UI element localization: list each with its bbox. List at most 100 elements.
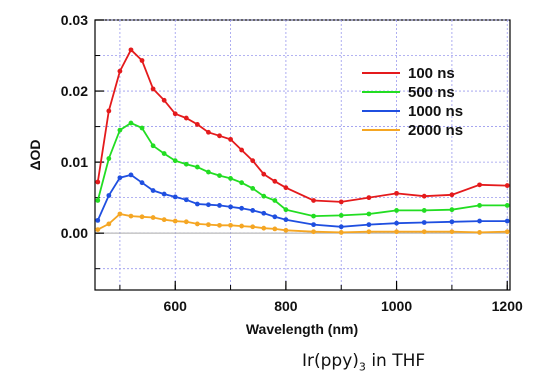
data-point bbox=[128, 47, 134, 53]
data-point bbox=[161, 97, 167, 103]
data-point bbox=[421, 208, 427, 213]
data-point bbox=[183, 115, 189, 121]
data-point bbox=[338, 199, 344, 205]
data-point bbox=[95, 198, 101, 203]
data-point bbox=[449, 192, 455, 198]
data-point bbox=[106, 108, 112, 114]
data-point bbox=[217, 222, 222, 228]
data-point bbox=[150, 86, 156, 92]
data-point bbox=[183, 219, 189, 225]
data-point bbox=[394, 229, 399, 235]
data-point bbox=[150, 215, 156, 220]
data-point bbox=[239, 223, 245, 229]
data-point bbox=[261, 171, 267, 177]
data-point bbox=[206, 222, 211, 228]
data-point bbox=[194, 221, 200, 227]
data-point bbox=[338, 212, 344, 218]
caption-suffix: in THF bbox=[365, 351, 426, 371]
data-point bbox=[95, 217, 101, 223]
data-point bbox=[421, 193, 427, 199]
data-point bbox=[311, 229, 316, 235]
y-tick-label: 0.02 bbox=[61, 83, 88, 99]
data-point bbox=[366, 229, 372, 235]
x-tick-label: 1000 bbox=[381, 298, 412, 314]
data-point bbox=[139, 180, 145, 186]
legend-label: 100 ns bbox=[408, 65, 455, 82]
data-point bbox=[117, 211, 123, 217]
data-point bbox=[128, 213, 134, 219]
data-point bbox=[172, 158, 178, 164]
data-point bbox=[106, 193, 112, 198]
series-100-ns bbox=[95, 47, 510, 205]
data-point bbox=[172, 111, 178, 117]
data-point bbox=[338, 230, 344, 235]
data-point bbox=[311, 213, 316, 219]
y-axis-label: ΔOD bbox=[27, 139, 43, 170]
data-point bbox=[139, 125, 145, 131]
x-tick-label: 600 bbox=[164, 298, 188, 314]
data-point bbox=[239, 180, 245, 186]
data-point bbox=[449, 219, 455, 225]
data-point bbox=[194, 164, 200, 170]
data-point bbox=[283, 217, 289, 223]
data-point bbox=[366, 222, 372, 228]
data-point bbox=[421, 229, 427, 235]
data-point bbox=[394, 220, 399, 226]
x-tick-label: 1200 bbox=[492, 298, 523, 314]
figure-caption: Ir(ppy)3 in THF bbox=[302, 351, 425, 373]
x-axis-label: Wavelength (nm) bbox=[246, 321, 358, 337]
data-point bbox=[250, 185, 256, 191]
data-point bbox=[272, 198, 278, 203]
data-point bbox=[206, 169, 211, 175]
data-point bbox=[261, 193, 267, 199]
data-point bbox=[250, 208, 256, 213]
data-point bbox=[206, 202, 211, 208]
data-point bbox=[477, 182, 482, 188]
data-point bbox=[272, 226, 278, 232]
data-point bbox=[449, 229, 455, 235]
data-point bbox=[172, 194, 178, 200]
data-series bbox=[95, 47, 510, 235]
y-tick-label: 0.00 bbox=[61, 225, 88, 241]
data-point bbox=[217, 203, 222, 208]
legend-label: 1000 ns bbox=[408, 103, 463, 120]
data-point bbox=[477, 203, 482, 208]
grid-lines bbox=[95, 19, 510, 290]
data-point bbox=[283, 227, 289, 233]
data-point bbox=[128, 120, 134, 126]
data-point bbox=[150, 143, 156, 149]
data-point bbox=[217, 173, 222, 179]
caption-subscript: 3 bbox=[358, 360, 366, 374]
legend-label: 2000 ns bbox=[408, 122, 463, 139]
data-point bbox=[128, 172, 134, 178]
data-point bbox=[504, 183, 510, 188]
data-point bbox=[161, 191, 167, 197]
series-1000-ns bbox=[95, 172, 510, 230]
series-2000-ns bbox=[95, 211, 510, 235]
x-tick-label: 800 bbox=[274, 298, 298, 314]
data-point bbox=[272, 178, 278, 184]
data-point bbox=[228, 176, 233, 181]
data-point bbox=[228, 136, 233, 142]
data-point bbox=[477, 230, 482, 235]
caption-prefix: Ir(ppy) bbox=[302, 351, 359, 371]
series-line bbox=[96, 121, 508, 218]
data-point bbox=[250, 158, 256, 164]
data-point bbox=[239, 205, 245, 211]
data-point bbox=[338, 224, 344, 230]
data-point bbox=[183, 197, 189, 203]
y-tick-label: 0.01 bbox=[61, 154, 88, 170]
data-point bbox=[139, 214, 145, 220]
data-point bbox=[394, 190, 399, 196]
data-point bbox=[394, 208, 399, 213]
data-point bbox=[449, 207, 455, 213]
data-point bbox=[95, 227, 101, 233]
data-point bbox=[504, 229, 510, 235]
data-point bbox=[421, 220, 427, 225]
data-point bbox=[283, 207, 289, 213]
legend: 100 ns 500 ns 1000 ns 2000 ns bbox=[362, 65, 463, 139]
data-point bbox=[504, 218, 510, 224]
data-point bbox=[239, 147, 245, 153]
legend-label: 500 ns bbox=[408, 84, 455, 101]
data-point bbox=[283, 185, 289, 191]
